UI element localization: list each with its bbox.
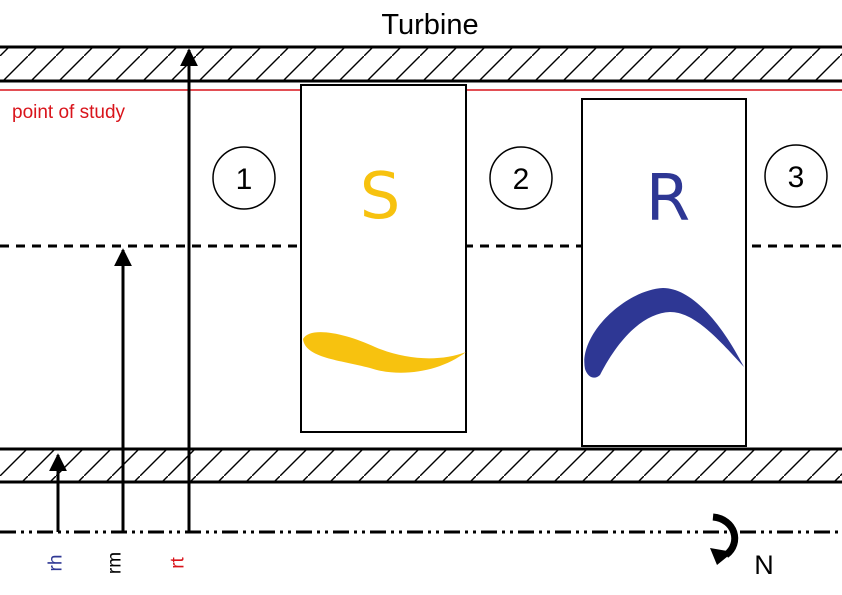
rotor-box: R (581, 98, 747, 447)
rotation-label: N (754, 550, 774, 580)
diagram-title: Turbine (381, 9, 478, 41)
station-2: 2 (489, 146, 553, 210)
mean-radius-label: rm (105, 552, 126, 574)
station-1-label: 1 (236, 163, 253, 196)
rotor-blade (584, 288, 744, 378)
station-1: 1 (212, 146, 276, 210)
rotor-letter: R (646, 162, 690, 236)
station-2-label: 2 (513, 163, 530, 196)
station-3-label: 3 (788, 161, 805, 194)
bottom-hub (0, 447, 842, 484)
stator-blade (303, 332, 466, 373)
tip-radius-label: rt (168, 556, 189, 568)
top-casing (0, 45, 842, 83)
station-3: 3 (764, 144, 828, 208)
curved-arrow-icon (710, 513, 739, 565)
stator-letter: S (360, 160, 401, 234)
hub-radius-label: rh (46, 555, 67, 572)
study-label: point of study (12, 102, 126, 123)
stator-box: S (300, 84, 467, 433)
